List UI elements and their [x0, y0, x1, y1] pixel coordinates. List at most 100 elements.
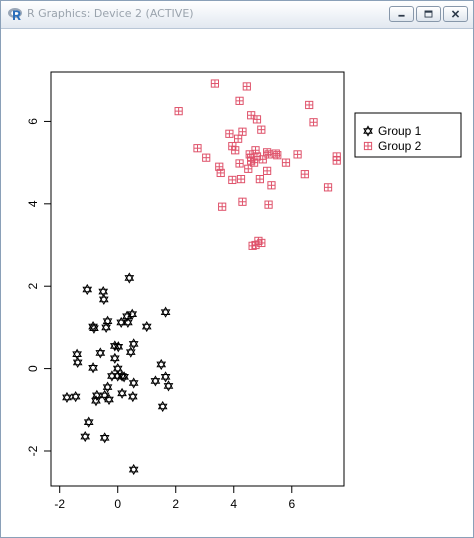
group-2-point: [267, 181, 276, 190]
minimize-icon: [398, 14, 405, 17]
group-2-point: [238, 197, 247, 206]
group-1-point: [72, 348, 82, 360]
group-1-point: [99, 389, 110, 401]
data-points: [62, 79, 341, 476]
group-2-point: [249, 158, 259, 167]
y-tick-label: 4: [26, 200, 40, 207]
group-1-point: [127, 308, 138, 320]
group-2-point: [234, 134, 243, 143]
close-button[interactable]: [443, 6, 468, 22]
group-2-point: [309, 118, 318, 127]
group-1-point: [95, 347, 106, 359]
x-tick-label: -2: [54, 497, 65, 511]
group-1-point: [117, 387, 127, 399]
group-1-point: [128, 463, 139, 476]
group-2-point: [247, 111, 256, 120]
group-2-point: [258, 155, 267, 164]
window-title: R Graphics: Device 2 (ACTIVE): [27, 7, 194, 20]
group-2-point: [273, 151, 282, 160]
group-2-point: [257, 125, 266, 134]
group-1-point: [128, 377, 139, 389]
group-2-point: [300, 170, 309, 179]
y-tick-label: -2: [26, 445, 40, 456]
group-1-point: [98, 293, 109, 305]
y-tick-label: 0: [26, 365, 40, 372]
group-2-point: [263, 148, 272, 157]
group-1-point: [109, 352, 120, 364]
group-2-point: [293, 150, 302, 159]
group-2-point: [244, 164, 253, 173]
r-logo-icon: [8, 8, 22, 20]
group-1-point: [160, 306, 171, 318]
plot-frame: [50, 71, 345, 487]
group-1-point: [124, 272, 135, 284]
group-2-point: [332, 156, 341, 165]
group-1-point: [123, 316, 133, 329]
group-2-point: [225, 129, 234, 138]
group-1-point: [104, 393, 114, 406]
y-tick-label: 6: [26, 118, 40, 125]
group-2-point: [305, 100, 314, 110]
group-2-point: [174, 107, 183, 116]
group-1-point: [89, 322, 99, 334]
group-1-point: [98, 285, 109, 298]
group-1-point: [119, 371, 129, 383]
x-tick-label: 4: [230, 497, 237, 511]
group-2-point: [264, 200, 273, 209]
group-2-point: [242, 82, 251, 91]
group-1-point: [116, 316, 127, 329]
group-1-point: [163, 380, 174, 392]
group-1-point: [102, 381, 113, 393]
group-1-point: [101, 321, 111, 334]
group-2-point: [231, 146, 240, 155]
group-1-point: [127, 391, 138, 403]
maximize-icon: [424, 10, 433, 18]
y-tick-label: 2: [26, 283, 40, 290]
group-1-point: [128, 338, 139, 350]
legend-label-group-2: Group 2: [378, 139, 422, 153]
group-1-point: [157, 400, 168, 413]
group-1-point: [91, 395, 101, 407]
scatter-plot: -2 0 2 4 6 -2 0 2 4 6 Group 1 Group 2: [26, 71, 462, 511]
group-2-point: [257, 238, 266, 248]
group-1-point: [125, 346, 136, 358]
maximize-button[interactable]: [416, 6, 441, 22]
group-2-point: [236, 175, 246, 184]
group-2-point: [252, 115, 262, 124]
legend: Group 1 Group 2: [354, 112, 462, 158]
group-1-point: [83, 416, 94, 428]
group-1-point: [80, 430, 91, 443]
group-1-point: [102, 315, 113, 327]
group-1-point: [62, 391, 72, 404]
x-tick-label: 6: [288, 497, 295, 511]
x-tick-label: 2: [172, 497, 179, 511]
group-1-point: [141, 320, 152, 333]
close-icon: [451, 10, 460, 18]
minimize-button[interactable]: [389, 6, 414, 22]
group-2-point: [263, 166, 272, 175]
legend-label-group-1: Group 1: [378, 124, 422, 138]
group-2-point: [235, 159, 244, 168]
group-2-point: [218, 202, 227, 211]
legend-symbols: [363, 125, 373, 151]
group-2-point: [238, 127, 247, 136]
group-2-point: [248, 241, 257, 250]
group-2-point: [235, 96, 244, 105]
group-1-point: [82, 283, 93, 296]
legend-symbol-group-1: [363, 125, 373, 137]
legend-symbol-group-2: [363, 141, 373, 151]
group-2-point: [228, 142, 237, 151]
group-2-point: [255, 175, 264, 184]
group-2-point: [323, 183, 333, 192]
axes: -2 0 2 4 6 -2 0 2 4 6: [26, 118, 295, 511]
group-1-point: [160, 371, 171, 383]
group-1-point: [70, 391, 81, 403]
group-1-point: [88, 362, 98, 374]
legend-box: [354, 112, 462, 158]
group-1-point: [150, 375, 161, 387]
group-2-point: [210, 79, 220, 88]
group-2-point: [281, 158, 291, 167]
title-bar[interactable]: R Graphics: Device 2 (ACTIVE): [1, 1, 473, 29]
group-1-point: [72, 356, 83, 369]
